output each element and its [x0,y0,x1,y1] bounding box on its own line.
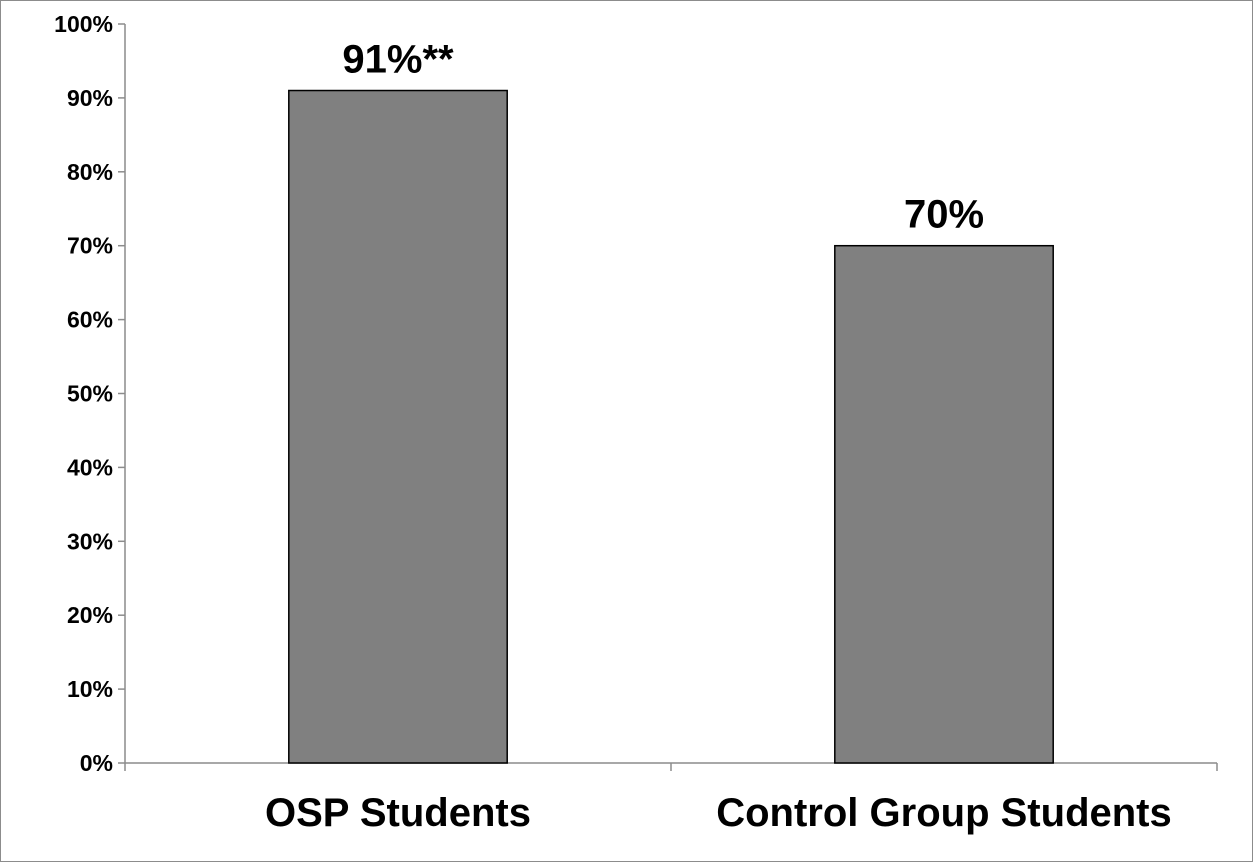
y-tick-label: 60% [67,307,113,333]
y-tick-label: 40% [67,454,113,480]
y-tick-label: 50% [67,381,113,407]
y-tick-label: 90% [67,85,113,111]
data-labels: 91%** 70% [342,38,984,237]
bar [288,89,508,764]
x-category-label: OSP Students [265,791,531,835]
y-tick-label: 20% [67,602,113,628]
bar [834,244,1054,764]
bars [288,89,1054,764]
y-axis: 0% 10% 20% 30% 40% 50% 60% 70% 80% 90% 100% [54,11,126,776]
bar-data-label: 91%** [342,38,454,82]
y-tick-label: 70% [67,233,113,259]
y-tick-label: 30% [67,528,113,554]
bar-data-label: 70% [904,193,984,237]
y-tick-label: 10% [67,676,113,702]
y-tick-label: 80% [67,159,113,185]
x-axis: OSP Students Control Group Students [124,762,1218,835]
y-tick-label: 100% [54,11,113,37]
y-tick-label: 0% [80,750,113,776]
x-category-label: Control Group Students [716,791,1172,835]
